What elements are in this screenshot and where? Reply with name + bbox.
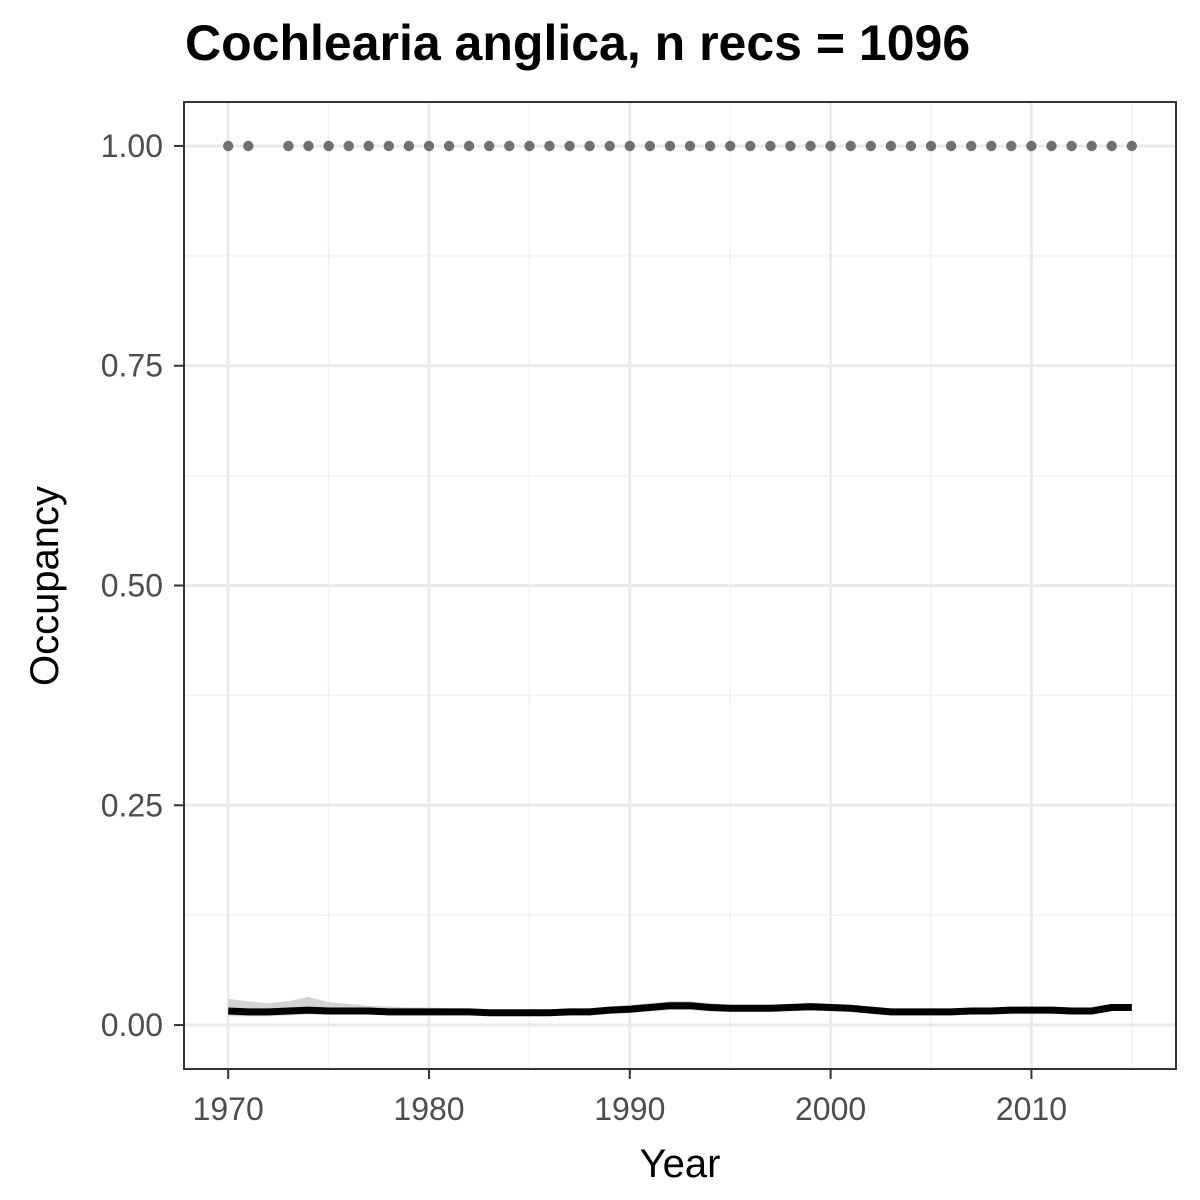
data-point — [805, 140, 816, 152]
data-point — [343, 140, 354, 152]
y-tick-label: 0.25 — [101, 787, 163, 823]
data-point — [463, 140, 475, 152]
data-point — [785, 140, 796, 152]
data-point — [584, 140, 595, 152]
y-axis-title: Occupancy — [23, 486, 67, 686]
data-point — [986, 140, 997, 152]
data-point — [283, 140, 294, 152]
points-layer — [223, 140, 1138, 152]
data-point — [1066, 140, 1077, 152]
y-tick-label: 0.75 — [101, 348, 163, 384]
data-point — [644, 140, 656, 152]
data-point — [905, 140, 917, 152]
data-point — [363, 140, 374, 152]
data-point — [504, 140, 515, 152]
data-point — [704, 140, 716, 152]
x-tick-label: 1970 — [193, 1091, 264, 1127]
data-point — [684, 140, 696, 152]
y-tick-label: 0.50 — [101, 568, 163, 604]
data-point — [725, 140, 736, 152]
chart-title: Cochlearia anglica, n recs = 1096 — [185, 15, 971, 71]
occupancy-trend-line — [228, 1002, 1132, 1017]
data-point — [825, 140, 836, 152]
data-point — [524, 140, 535, 152]
trend-line-layer — [228, 1002, 1132, 1017]
data-point — [423, 140, 435, 152]
data-point — [1086, 140, 1097, 152]
data-point — [624, 140, 635, 152]
data-point — [1126, 140, 1138, 152]
data-point — [925, 140, 937, 152]
data-point — [484, 140, 495, 152]
data-point — [1006, 140, 1017, 152]
x-tick-label: 1990 — [594, 1091, 665, 1127]
data-point — [303, 140, 314, 152]
data-point — [383, 140, 394, 152]
grid-layer — [184, 102, 1176, 1069]
data-point — [1046, 140, 1057, 152]
x-tick-label: 1980 — [393, 1091, 464, 1127]
x-axis-title: Year — [640, 1142, 721, 1186]
data-point — [544, 140, 555, 152]
data-point — [865, 140, 876, 152]
y-tick-label: 0.00 — [101, 1007, 163, 1043]
data-point — [966, 140, 977, 152]
data-point — [745, 140, 756, 152]
data-point — [664, 140, 676, 152]
data-point — [323, 140, 334, 152]
data-point — [403, 140, 415, 152]
y-tick-label: 1.00 — [101, 128, 163, 164]
data-point — [885, 140, 897, 152]
data-point — [443, 140, 455, 152]
axis-layer: 1970 1980 1990 2000 2010 0.00 0.25 0.50 0.75 1.00 — [101, 128, 1067, 1127]
data-point — [243, 140, 254, 152]
data-point — [945, 140, 957, 152]
data-point — [604, 140, 615, 152]
data-point — [765, 140, 776, 152]
x-tick-label: 2000 — [795, 1091, 866, 1127]
data-point — [223, 140, 234, 152]
data-point — [845, 140, 856, 152]
x-tick-label: 2010 — [996, 1091, 1067, 1127]
data-point — [1026, 140, 1037, 152]
data-point — [564, 140, 575, 152]
data-point — [1106, 140, 1117, 152]
